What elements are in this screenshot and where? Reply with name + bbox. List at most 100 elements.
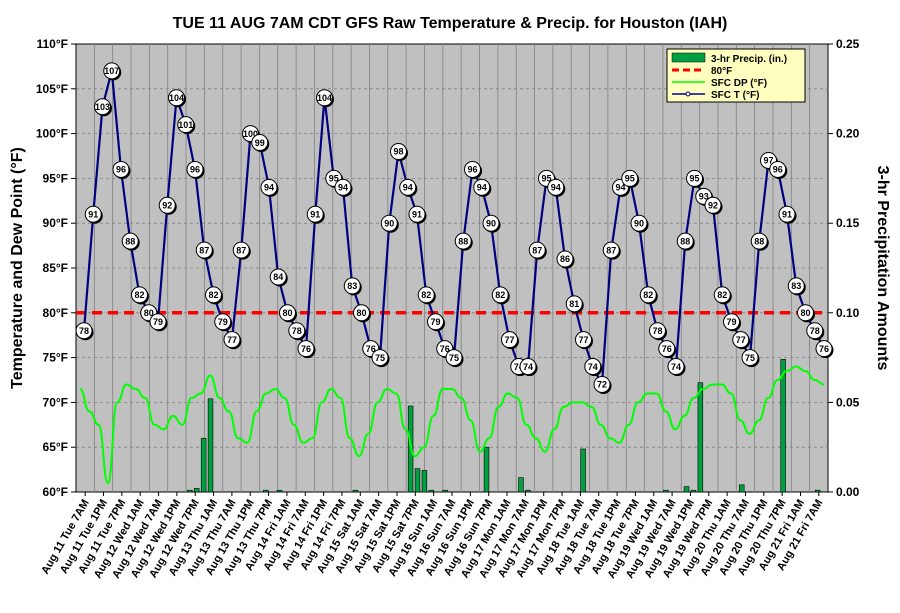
legend-precip-label: 3-hr Precip. (in.) — [711, 54, 787, 65]
temperature-marker — [649, 322, 666, 340]
temperature-data-label: 91 — [412, 209, 422, 219]
temperature-marker — [316, 89, 333, 107]
temperature-marker — [769, 160, 787, 178]
temperature-marker — [353, 304, 370, 322]
temperature-data-label: 94 — [551, 183, 561, 193]
y2-tick-label: 0.05 — [836, 395, 860, 409]
temperature-data-label: 95 — [689, 174, 699, 184]
temperature-marker — [464, 160, 481, 178]
temperature-marker — [501, 331, 518, 349]
temperature-marker — [223, 331, 241, 349]
temperature-data-label: 74 — [671, 362, 681, 372]
temperature-marker — [797, 304, 814, 322]
temperature-data-label: 103 — [95, 102, 110, 112]
y2-tick-label: 0.00 — [836, 485, 860, 499]
temperature-marker — [528, 241, 546, 259]
temperature-marker — [94, 98, 111, 116]
precip-bar — [483, 446, 490, 493]
temperature-marker — [186, 160, 204, 178]
temperature-marker — [195, 241, 213, 259]
temperature-data-label: 99 — [255, 138, 265, 148]
temperature-data-label: 84 — [273, 272, 283, 282]
temperature-marker — [408, 205, 426, 223]
precip-bar — [428, 489, 435, 493]
temperature-marker — [297, 340, 315, 358]
temperature-data-label: 98 — [393, 147, 403, 157]
temperature-marker — [473, 178, 491, 196]
precip-bar — [263, 489, 269, 493]
y2-tick-label: 0.25 — [836, 37, 860, 51]
temperature-marker — [491, 286, 509, 304]
temperature-data-label: 77 — [736, 335, 746, 345]
y-tick-label: 90°F — [43, 216, 68, 230]
y-tick-label: 105°F — [36, 82, 68, 96]
temperature-data-label: 90 — [384, 218, 394, 228]
temperature-marker — [149, 313, 167, 331]
temperature-data-label: 76 — [301, 344, 311, 354]
temperature-data-label: 95 — [625, 174, 635, 184]
temperature-marker — [556, 250, 574, 268]
y-tick-label: 70°F — [43, 395, 68, 409]
legend-precip-swatch — [671, 52, 706, 63]
temperature-data-label: 77 — [578, 335, 588, 345]
temperature-data-label: 77 — [227, 335, 237, 345]
temperature-marker — [713, 286, 731, 304]
precip-bar — [580, 448, 586, 493]
temperature-data-label: 82 — [208, 290, 218, 300]
temperature-data-label: 76 — [366, 344, 376, 354]
temperature-data-label: 88 — [125, 236, 135, 246]
temperature-data-label: 80 — [144, 308, 154, 318]
temperature-marker — [676, 232, 694, 250]
temperature-marker — [750, 232, 768, 250]
dew-point-series — [79, 365, 825, 485]
temperature-marker — [343, 277, 361, 295]
temperature-marker — [704, 196, 722, 214]
legend: 3-hr Precip. (in.) 80°F SFC DP (°F) SFC … — [666, 48, 806, 103]
temperature-marker — [427, 313, 444, 331]
temperature-marker — [547, 178, 565, 196]
y-tick-label: 100°F — [36, 127, 68, 141]
temperature-data-label: 96 — [116, 165, 126, 175]
y2-axis-label: 3-hr Precipitation Amounts — [874, 166, 891, 371]
legend-temp-label: SFC T (°F) — [711, 90, 759, 101]
precip-bar — [442, 489, 448, 493]
temperature-marker — [454, 232, 472, 250]
temperature-data-label: 78 — [292, 326, 302, 336]
temperature-marker — [417, 286, 435, 304]
chart-title: TUE 11 AUG 7AM CDT GFS Raw Temperature &… — [173, 15, 728, 32]
temperature-marker — [288, 322, 306, 340]
temperature-data-label: 91 — [88, 209, 98, 219]
temperature-data-label: 81 — [569, 299, 579, 309]
plot-area — [75, 43, 829, 493]
temperature-data-label: 80 — [356, 308, 366, 318]
temperature-marker — [260, 178, 278, 196]
temperature-data-label: 79 — [218, 317, 228, 327]
temperature-marker — [445, 349, 463, 367]
temperature-data-label: 94 — [403, 183, 413, 193]
temperature-data-label: 90 — [634, 218, 644, 228]
temperature-marker — [131, 286, 148, 304]
temperature-marker — [399, 178, 417, 196]
y-tick-label: 75°F — [43, 351, 68, 365]
temperature-data-label: 88 — [458, 236, 468, 246]
temperature-data-label: 95 — [329, 174, 339, 184]
precip-bar — [194, 488, 200, 493]
y2-tick-label: 0.20 — [836, 127, 860, 141]
temperature-data-label: 74 — [588, 362, 598, 372]
temperature-data-label: 87 — [532, 245, 542, 255]
precip-bar — [814, 489, 821, 493]
y-axis-label: Temperature and Dew Point (°F) — [9, 147, 26, 389]
temperature-data-label: 74 — [514, 362, 524, 372]
temperature-marker — [232, 241, 250, 259]
precip-bar — [525, 489, 531, 493]
temperature-data-label: 80 — [800, 308, 810, 318]
y-tick-label: 110°F — [37, 37, 69, 51]
temperature-data-label: 79 — [430, 317, 440, 327]
temperature-data-label: 83 — [347, 281, 357, 291]
temperature-marker — [168, 89, 185, 107]
temperature-marker — [630, 214, 648, 232]
temperature-marker — [112, 160, 130, 178]
temperature-marker — [334, 178, 352, 196]
temperature-data-label: 104 — [169, 93, 184, 103]
temperature-marker — [251, 134, 269, 152]
